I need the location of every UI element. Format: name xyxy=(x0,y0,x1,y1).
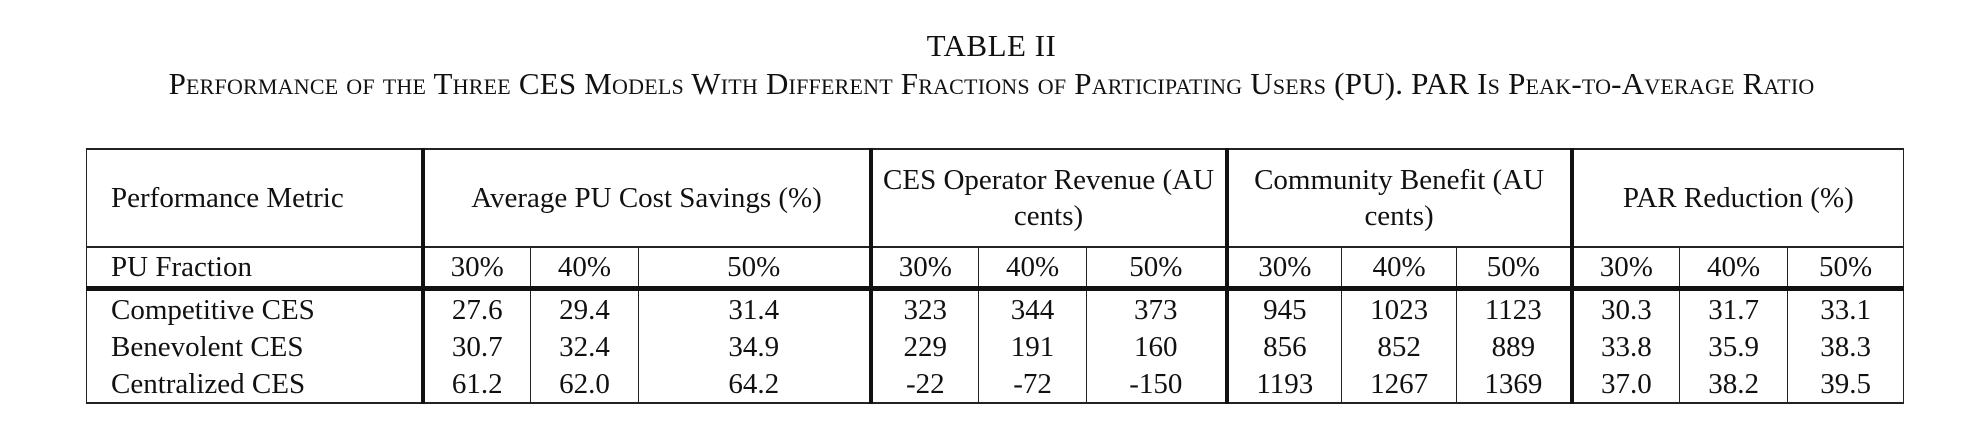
value-cell: 1267 xyxy=(1341,365,1458,404)
value-cell: -72 xyxy=(978,365,1088,404)
fraction-header-cell: 50% xyxy=(1086,247,1228,291)
table-row: Benevolent CES 30.7 32.4 34.9 229 191 160 856 8… xyxy=(86,328,1905,365)
value-cell: 32.4 xyxy=(530,328,639,365)
value-cell: 27.6 xyxy=(420,288,531,328)
table-row: Competitive CES 27.6 29.4 31.4 323 344 373 945… xyxy=(86,288,1905,328)
fraction-header-cell: 30% xyxy=(868,247,980,291)
value-cell: 1123 xyxy=(1456,288,1573,328)
fraction-header-cell: 30% xyxy=(1569,247,1681,291)
model-name-cell: Competitive CES xyxy=(86,288,423,328)
value-cell: 64.2 xyxy=(637,365,872,404)
value-cell: -150 xyxy=(1086,365,1228,404)
model-name-cell: Centralized CES xyxy=(86,365,423,404)
fraction-header-cell: 50% xyxy=(1787,247,1905,291)
pu-fraction-row: PU Fraction 30% 40% 50% 30% 40% 50% 30% 40% 50% 3… xyxy=(86,247,1905,291)
value-cell: 37.0 xyxy=(1569,365,1681,404)
value-cell: 945 xyxy=(1224,288,1343,328)
fraction-header-cell: 50% xyxy=(637,247,872,291)
corner-header-cell: Performance Metric xyxy=(86,148,423,248)
performance-table: Performance Metric Average PU Cost Savin… xyxy=(86,148,1905,404)
value-cell: 62.0 xyxy=(530,365,639,404)
group-header-revenue-label: CES Operator Revenue (AU cents) xyxy=(883,164,1215,232)
value-cell: 1369 xyxy=(1456,365,1573,404)
value-cell: 38.2 xyxy=(1679,365,1789,404)
value-cell: 852 xyxy=(1341,328,1458,365)
table-caption-text: Performance of the Three CES Models With… xyxy=(168,66,1815,101)
value-cell: 160 xyxy=(1086,328,1228,365)
fraction-header-cell: 40% xyxy=(1679,247,1789,291)
value-cell: 29.4 xyxy=(530,288,639,328)
fraction-header-cell: 40% xyxy=(1341,247,1458,291)
value-cell: 39.5 xyxy=(1787,365,1905,404)
value-cell: 1023 xyxy=(1341,288,1458,328)
value-cell: 31.4 xyxy=(637,288,872,328)
value-cell: 33.8 xyxy=(1569,328,1681,365)
value-cell: 30.7 xyxy=(420,328,531,365)
group-header-par: PAR Reduction (%) xyxy=(1569,148,1905,248)
value-cell: -22 xyxy=(868,365,980,404)
pu-fraction-label: PU Fraction xyxy=(86,247,423,291)
value-cell: 373 xyxy=(1086,288,1228,328)
value-cell: 856 xyxy=(1224,328,1343,365)
value-cell: 344 xyxy=(978,288,1088,328)
fraction-header-cell: 30% xyxy=(1224,247,1343,291)
value-cell: 889 xyxy=(1456,328,1573,365)
value-cell: 1193 xyxy=(1224,365,1343,404)
model-name-cell: Benevolent CES xyxy=(86,328,423,365)
group-header-savings: Average PU Cost Savings (%) xyxy=(420,148,872,248)
table-row: Centralized CES 61.2 62.0 64.2 -22 -72 -150 11… xyxy=(86,365,1905,404)
value-cell: 191 xyxy=(978,328,1088,365)
value-cell: 31.7 xyxy=(1679,288,1789,328)
value-cell: 35.9 xyxy=(1679,328,1789,365)
value-cell: 33.1 xyxy=(1787,288,1905,328)
group-header-benefit: Community Benefit (AU cents) xyxy=(1224,148,1573,248)
group-header-benefit-label: Community Benefit (AU cents) xyxy=(1254,164,1545,232)
fraction-header-cell: 40% xyxy=(530,247,639,291)
value-cell: 61.2 xyxy=(420,365,531,404)
group-header-revenue: CES Operator Revenue (AU cents) xyxy=(868,148,1228,248)
fraction-header-cell: 30% xyxy=(420,247,531,291)
table-header-row: Performance Metric Average PU Cost Savin… xyxy=(86,148,1905,248)
fraction-header-cell: 50% xyxy=(1456,247,1573,291)
value-cell: 38.3 xyxy=(1787,328,1905,365)
value-cell: 323 xyxy=(868,288,980,328)
fraction-header-cell: 40% xyxy=(978,247,1088,291)
value-cell: 34.9 xyxy=(637,328,872,365)
value-cell: 30.3 xyxy=(1569,288,1681,328)
value-cell: 229 xyxy=(868,328,980,365)
table-caption-label: TABLE II xyxy=(926,28,1057,63)
